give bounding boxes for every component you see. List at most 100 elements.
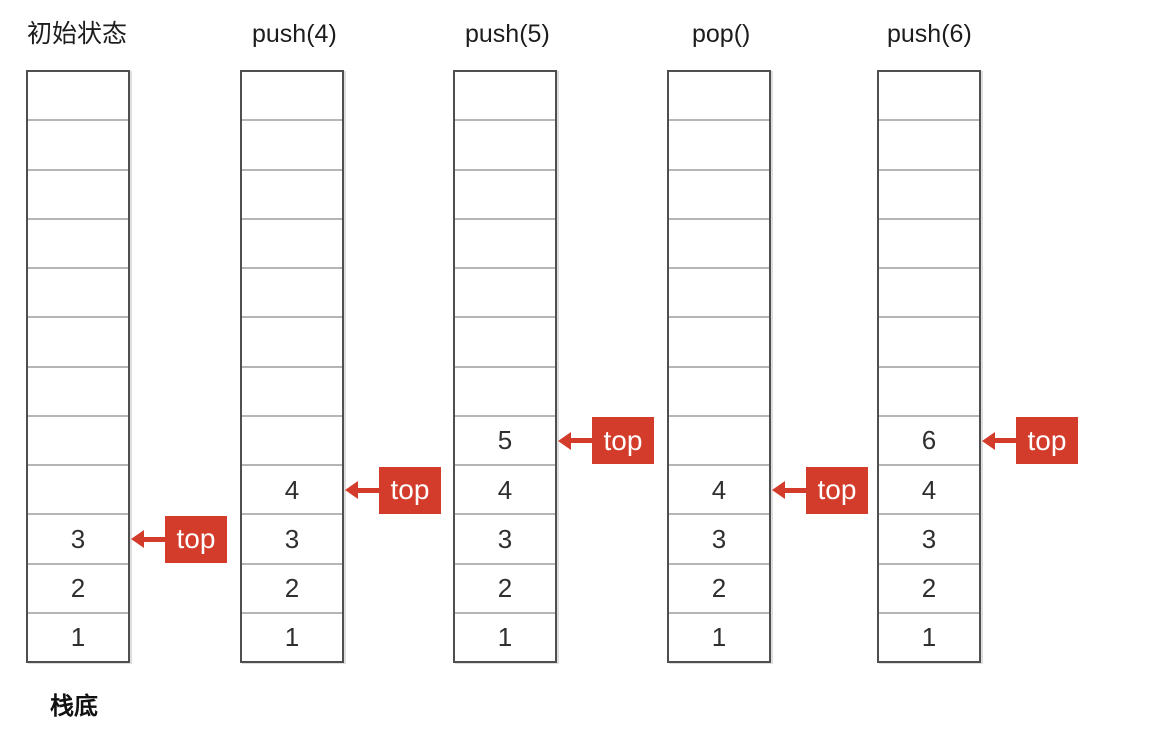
stack-cell — [879, 368, 979, 417]
stack-cell — [669, 417, 769, 466]
stack-operation-label: push(4) — [252, 20, 337, 48]
stack-cell — [669, 72, 769, 122]
top-pointer-arrow-line — [783, 487, 808, 493]
stack-cell — [879, 72, 979, 122]
stack-cell-value: 4 — [497, 474, 513, 505]
stack-cell — [669, 220, 769, 269]
stack-cell — [879, 171, 979, 220]
stack-cell — [242, 318, 342, 368]
stack-cell: 1 — [242, 614, 342, 661]
stack-cell-value: 2 — [497, 573, 513, 604]
stack-cell — [455, 318, 555, 368]
stack-operation-label: push(6) — [887, 20, 972, 48]
stack-cell-value: 1 — [921, 622, 937, 653]
stack-operation-label: pop() — [692, 20, 751, 48]
stack-cell: 2 — [28, 565, 128, 614]
stack-cell — [455, 220, 555, 269]
stack-cell — [28, 417, 128, 466]
stack-cell-value: 5 — [497, 425, 513, 456]
stack-column: 5 4 3 2 1 — [453, 70, 557, 663]
stack-cell — [28, 368, 128, 417]
stack-cell — [28, 269, 128, 319]
stack-cell: 3 — [879, 515, 979, 565]
stack-cell: 2 — [242, 565, 342, 614]
left-arrow-icon — [982, 431, 995, 450]
stack-cell: 1 — [669, 614, 769, 661]
stack-cell: 2 — [879, 565, 979, 614]
left-arrow-icon — [345, 481, 358, 500]
stack-cell — [242, 269, 342, 319]
stack-cell-value: 1 — [711, 622, 727, 653]
top-pointer-badge: top — [379, 466, 441, 514]
stack-column: 3 2 1 — [26, 70, 130, 663]
stack-operation-label: push(5) — [465, 20, 550, 48]
stack-cell: 1 — [879, 614, 979, 661]
stack-cell: 1 — [28, 614, 128, 661]
left-arrow-icon — [772, 481, 785, 500]
top-pointer-arrow-line — [142, 536, 167, 542]
stack-cell — [455, 368, 555, 417]
stack-cell — [455, 269, 555, 319]
stack-cell — [879, 121, 979, 171]
stack-cell: 1 — [455, 614, 555, 661]
stack-column: 4 3 2 1 — [240, 70, 344, 663]
stack-cell: 4 — [455, 466, 555, 516]
stack-cell: 3 — [28, 515, 128, 565]
stack-cell — [669, 121, 769, 171]
top-pointer-badge: top — [1016, 417, 1078, 465]
stack-cell-value: 4 — [284, 474, 300, 505]
stack-cell: 2 — [669, 565, 769, 614]
stack-cell-value: 3 — [711, 523, 727, 554]
stack-cell — [669, 171, 769, 220]
stack-cell-value: 2 — [70, 573, 86, 604]
stack-cell: 4 — [879, 466, 979, 516]
stack-cell — [242, 72, 342, 122]
top-pointer-arrow-line — [569, 438, 594, 444]
top-pointer-arrow-line — [993, 438, 1018, 444]
left-arrow-icon — [558, 431, 571, 450]
stack-cell — [669, 269, 769, 319]
stack-cell: 4 — [242, 466, 342, 516]
stack-cell — [28, 466, 128, 516]
stack-cell-value: 3 — [284, 523, 300, 554]
stack-cell — [242, 368, 342, 417]
stack-cell: 5 — [455, 417, 555, 466]
stack-cell — [242, 171, 342, 220]
stack-cell — [28, 72, 128, 122]
stack-cell — [879, 220, 979, 269]
stack-cell: 3 — [242, 515, 342, 565]
stack-cell: 2 — [455, 565, 555, 614]
stack-cell-value: 3 — [921, 523, 937, 554]
stack-cell — [455, 171, 555, 220]
top-pointer-badge: top — [592, 417, 654, 465]
stack-cell — [669, 318, 769, 368]
stack-cell: 6 — [879, 417, 979, 466]
stack-cell: 3 — [455, 515, 555, 565]
stack-cell — [28, 171, 128, 220]
stack-column: 4 3 2 1 — [667, 70, 771, 663]
stack-cell-value: 1 — [70, 622, 86, 653]
stack-cell-value: 2 — [921, 573, 937, 604]
top-pointer-arrow-line — [356, 487, 381, 493]
stack-cell — [28, 220, 128, 269]
stack-cell-value: 6 — [921, 425, 937, 456]
stack-cell — [879, 318, 979, 368]
stack-cell-value: 3 — [497, 523, 513, 554]
stack-cell-value: 2 — [284, 573, 300, 604]
stack-column: 6 4 3 2 1 — [877, 70, 981, 663]
left-arrow-icon — [131, 530, 144, 549]
top-pointer-badge: top — [165, 515, 227, 563]
stack-cell-value: 4 — [921, 474, 937, 505]
stack-cell: 3 — [669, 515, 769, 565]
stack-cell — [28, 121, 128, 171]
stack-cell — [879, 269, 979, 319]
stack-cell — [28, 318, 128, 368]
stack-cell-value: 3 — [70, 523, 86, 554]
stack-cell — [455, 72, 555, 122]
stack-cell-value: 1 — [284, 622, 300, 653]
stack-operation-label: 初始状态 — [27, 20, 128, 48]
stack-cell-value: 4 — [711, 474, 727, 505]
stack-cell — [242, 220, 342, 269]
stack-cell — [242, 121, 342, 171]
